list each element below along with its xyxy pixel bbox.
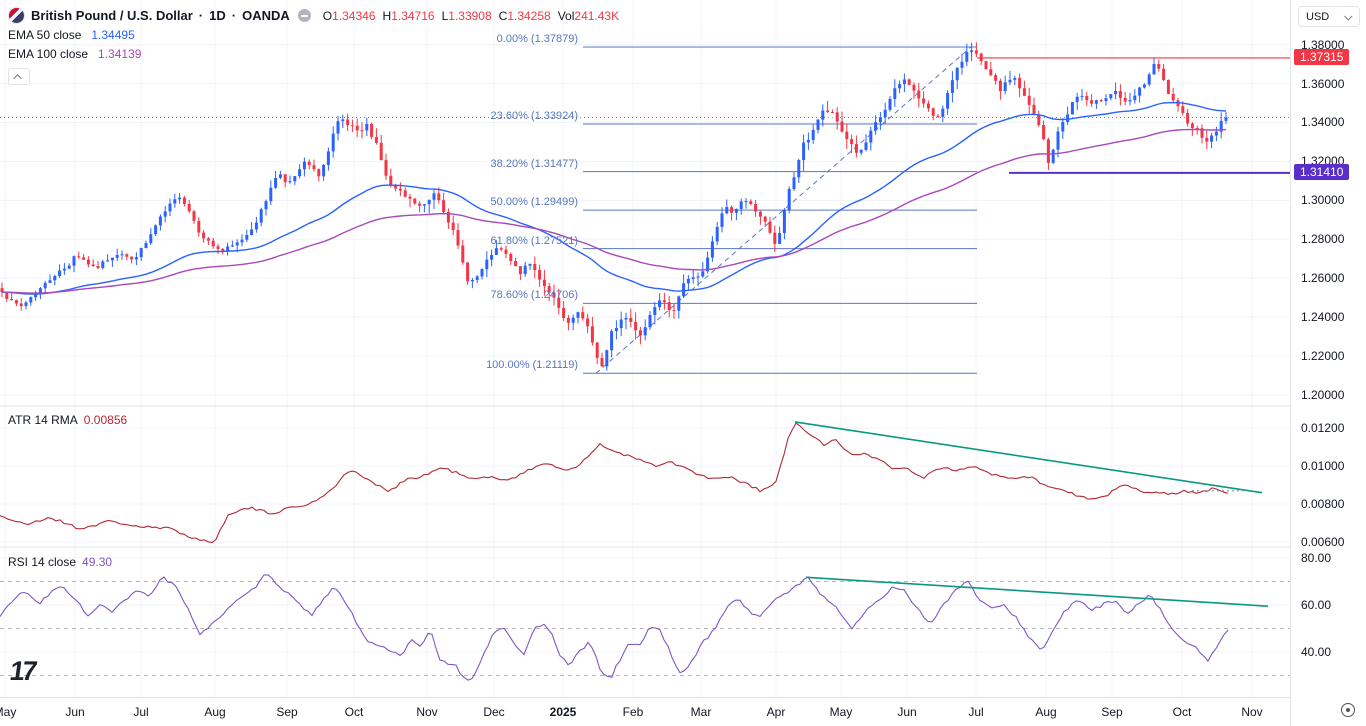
timeframe-label[interactable]: 1D [209,8,226,23]
symbol-pair-icon [8,7,25,24]
time-axis-label: Dec [483,705,505,719]
time-axis-label: Jun [897,705,917,719]
grid-layer [0,0,1290,697]
title-separator: · [231,8,237,23]
price-tick-label: 1.26000 [1301,271,1345,286]
price-tick-label: 1.36000 [1301,76,1345,91]
rsi-tick-label: 40.00 [1301,644,1332,659]
ema100-legend-label[interactable]: EMA 100 close [8,46,89,61]
time-axis-label: Jul [968,705,984,719]
atr-tick-label: 0.00600 [1301,535,1345,550]
symbol-title[interactable]: British Pound / U.S. Dollar [31,8,193,23]
price-tick-label: 1.24000 [1301,310,1345,325]
rsi-pane-legend: RSI 14 close 49.30 [8,555,112,569]
time-axis[interactable]: May Jun Jul Aug Sep Oct Nov Dec 2025 Feb Mar Apr May… [0,697,1290,726]
time-axis-label: May [829,705,853,719]
chevron-up-icon [13,73,22,83]
fib-retracement-layer [583,46,977,374]
rsi-tick-label: 60.00 [1301,597,1332,612]
price-axis[interactable]: USD 1.38000 1.36000 1.34000 1.32000 1.30000 1… [1290,0,1366,726]
high-value: 1.34716 [391,8,435,23]
fib-level-label: 23.60% (1.33924) [490,109,578,122]
atr-tick-label: 0.01200 [1301,421,1345,436]
ema-layer [1,101,1227,295]
open-value: 1.34346 [332,8,376,23]
time-axis-label: Aug [204,705,226,719]
fib-level-label: 38.20% (1.31477) [490,157,578,170]
volume-value: 241.43K [574,8,620,23]
price-level-badge: 1.31410 [1294,163,1350,180]
pane-separators [0,405,1290,548]
currency-selector[interactable]: USD [1298,6,1360,27]
time-axis-label: May [0,705,17,719]
price-tick-label: 1.28000 [1301,232,1345,247]
price-tick-label: 1.22000 [1301,349,1345,364]
price-tick-label: 1.30000 [1301,193,1345,208]
fib-level-label: 61.80% (1.27521) [490,234,578,247]
time-axis-label: Oct [344,705,364,719]
price-tick-label: 1.20000 [1301,388,1345,403]
rsi-legend-label[interactable]: RSI 14 close [8,555,77,569]
ema50-legend-value: 1.34495 [91,27,135,42]
time-axis-label: Mar [690,705,712,719]
low-value: 1.33908 [448,8,492,23]
rsi-tick-label: 80.00 [1301,550,1332,565]
atr-layer [0,421,1263,544]
time-axis-label: Feb [622,705,644,719]
chart-canvas[interactable] [0,0,1290,697]
scroll-to-realtime-icon[interactable] [1341,703,1355,717]
time-axis-label: Nov [1241,705,1263,719]
time-axis-label: Sep [276,705,298,719]
collapse-legend-button[interactable] [8,68,30,85]
time-axis-label: Aug [1035,705,1057,719]
ray-lines-layer [0,57,1290,174]
time-axis-label: Jun [65,705,85,719]
rsi-legend-value: 49.30 [82,555,113,569]
currency-label: USD [1306,10,1330,23]
fib-level-label: 100.00% (1.21119) [486,359,578,372]
time-axis-label: Sep [1101,705,1123,719]
fib-level-label: 78.60% (1.24706) [490,289,578,302]
atr-tick-label: 0.00800 [1301,497,1345,512]
ema100-legend-value: 1.34139 [98,46,142,61]
fib-level-label: 50.00% (1.29499) [490,196,578,209]
title-separator: · [198,8,204,23]
fib-level-label: 0.00% (1.37879) [496,32,578,45]
atr-tick-label: 0.01000 [1301,459,1345,474]
ema50-legend-label[interactable]: EMA 50 close [8,27,82,42]
price-tick-label: 1.38000 [1301,37,1345,52]
atr-legend-value: 0.00856 [83,413,128,427]
time-axis-label: 2025 [549,705,577,719]
time-axis-label: Jul [133,705,149,719]
tradingview-logo: 17 [7,656,37,686]
price-level-badge: 1.37315 [1294,48,1350,65]
chart-legend: British Pound / U.S. Dollar · 1D · OANDA… [8,6,619,85]
atr-legend-label[interactable]: ATR 14 RMA [8,413,78,427]
candles-layer [0,42,1228,371]
chart-plot-area[interactable]: British Pound / U.S. Dollar · 1D · OANDA… [0,0,1290,697]
market-closed-icon [297,9,311,22]
chevron-down-icon [1344,11,1353,21]
time-axis-label: Nov [416,705,438,719]
atr-pane-legend: ATR 14 RMA 0.00856 [8,413,127,427]
exchange-label: OANDA [242,8,290,23]
time-axis-label: Oct [1172,705,1192,719]
time-axis-label: Apr [766,705,786,719]
ohlc-readout: O1.34346 H1.34716 L1.33908 C1.34258 Vol2… [322,8,620,23]
rsi-layer [0,574,1290,681]
close-value: 1.34258 [507,8,551,23]
price-tick-label: 1.34000 [1301,115,1345,130]
